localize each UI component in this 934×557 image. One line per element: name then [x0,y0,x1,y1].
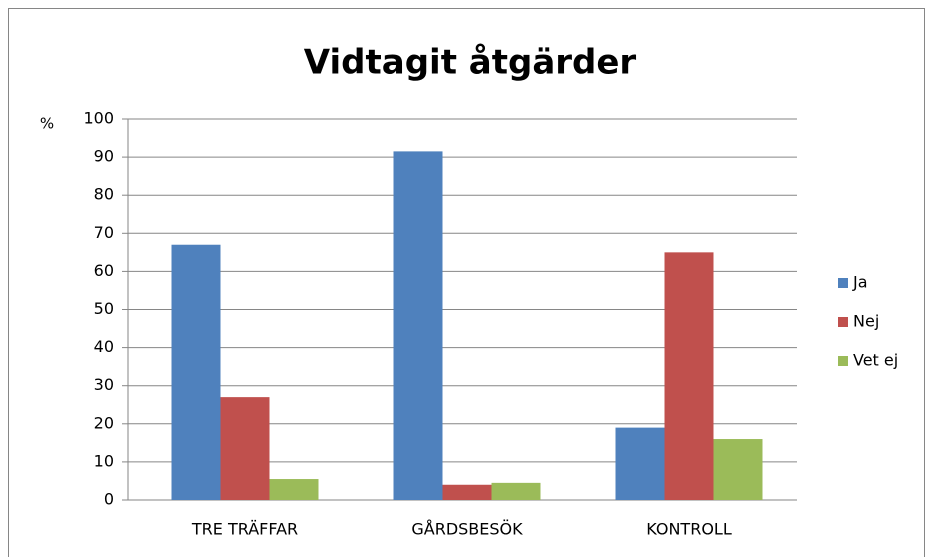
y-tick-label: 10 [94,451,114,470]
legend-swatch [838,278,848,288]
y-tick-label: 30 [94,375,114,394]
legend-label: Ja [852,273,868,292]
chart-title: Vidtagit åtgärder [304,43,637,83]
bar [664,252,714,500]
y-tick-label: 70 [94,223,114,242]
y-tick-label: 100 [83,109,114,128]
y-axis-label: % [40,115,54,133]
bar [615,427,665,500]
x-tick-label: KONTROLL [646,520,732,539]
bar [442,484,492,500]
bar [269,479,319,500]
y-tick-label: 60 [94,261,114,280]
y-tick-label: 80 [94,185,114,204]
legend-label: Vet ej [853,351,898,370]
y-tick-label: 0 [104,490,114,509]
y-tick-label: 20 [94,413,114,432]
y-tick-label: 90 [94,147,114,166]
bar [393,151,443,500]
bar [220,397,270,500]
bar [713,439,763,500]
y-tick-label: 40 [94,337,114,356]
legend-swatch [838,356,848,366]
bar [171,244,221,500]
x-tick-label: TRE TRÄFFAR [191,520,298,539]
bar [491,482,541,500]
chart-frame [8,8,925,557]
legend-label: Nej [853,312,879,331]
x-tick-label: GÅRDSBESÖK [411,520,523,539]
y-tick-label: 50 [94,299,114,318]
legend-swatch [838,317,848,327]
